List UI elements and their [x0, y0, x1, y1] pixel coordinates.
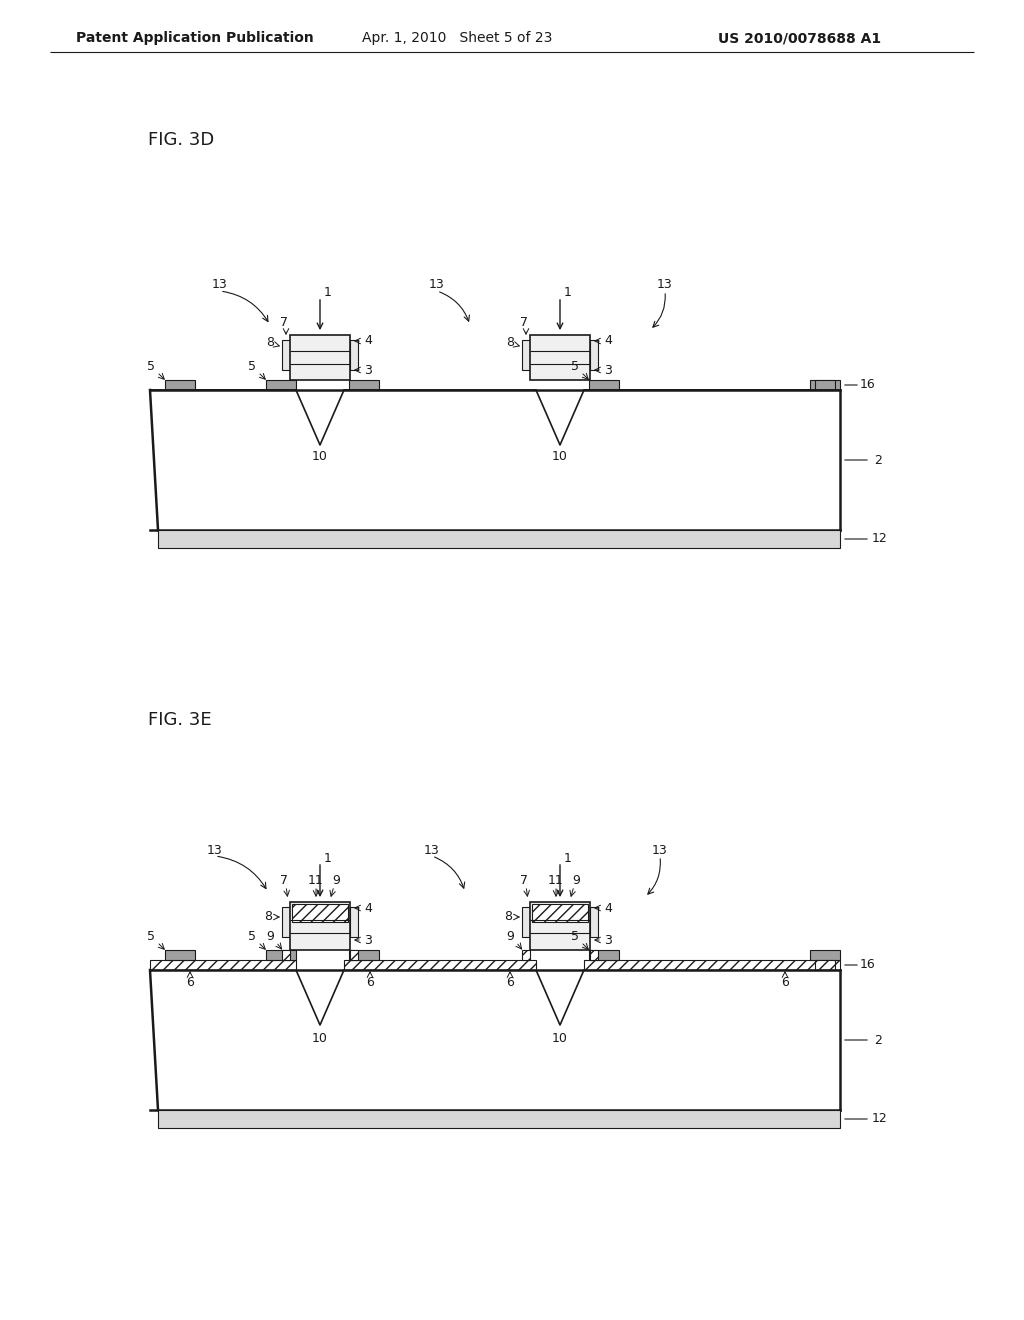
Bar	[589, 950, 618, 960]
Bar	[165, 380, 195, 389]
Text: 5: 5	[248, 929, 256, 942]
Text: FIG. 3E: FIG. 3E	[148, 711, 212, 729]
Text: 6: 6	[186, 975, 194, 989]
Text: 4: 4	[604, 334, 612, 347]
Text: 2: 2	[874, 454, 882, 466]
Text: 6: 6	[366, 975, 374, 989]
Bar	[290, 335, 350, 380]
Text: 13: 13	[657, 279, 673, 292]
Text: 11: 11	[548, 874, 564, 887]
Text: 16: 16	[860, 958, 876, 972]
Text: 10: 10	[552, 1032, 568, 1045]
Bar	[522, 341, 530, 370]
Text: 8: 8	[506, 337, 514, 350]
Bar	[810, 380, 840, 389]
Text: 4: 4	[365, 902, 372, 915]
Text: 12: 12	[872, 1113, 888, 1126]
Bar	[165, 950, 195, 960]
Text: 1: 1	[564, 286, 572, 300]
Text: 1: 1	[324, 286, 332, 300]
Text: 5: 5	[248, 359, 256, 372]
Text: 4: 4	[365, 334, 372, 347]
Text: Apr. 1, 2010   Sheet 5 of 23: Apr. 1, 2010 Sheet 5 of 23	[361, 30, 552, 45]
Text: 2: 2	[874, 1034, 882, 1047]
Bar	[344, 960, 536, 970]
Bar	[815, 960, 835, 970]
Text: Patent Application Publication: Patent Application Publication	[76, 30, 314, 45]
Text: 7: 7	[520, 874, 528, 887]
Text: 8: 8	[504, 911, 512, 924]
Bar	[282, 907, 290, 937]
Bar	[158, 531, 840, 548]
Text: 13: 13	[652, 843, 668, 857]
Bar	[810, 950, 840, 960]
Text: 12: 12	[872, 532, 888, 545]
Text: US 2010/0078688 A1: US 2010/0078688 A1	[719, 30, 882, 45]
Text: 5: 5	[147, 929, 155, 942]
Bar	[292, 904, 348, 923]
Text: 3: 3	[365, 933, 372, 946]
Bar	[290, 902, 350, 950]
Text: 7: 7	[520, 317, 528, 330]
Text: 8: 8	[266, 337, 274, 350]
Bar	[590, 341, 598, 370]
Text: 9: 9	[506, 929, 514, 942]
Bar	[350, 907, 358, 937]
Text: 8: 8	[264, 911, 272, 924]
Bar	[590, 907, 598, 937]
Text: 13: 13	[424, 843, 440, 857]
Text: 5: 5	[571, 359, 579, 372]
Text: 13: 13	[212, 279, 228, 292]
Bar	[350, 950, 358, 960]
Text: 10: 10	[552, 450, 568, 463]
Bar	[530, 902, 590, 950]
Text: 10: 10	[312, 1032, 328, 1045]
Bar	[584, 960, 840, 970]
Text: 3: 3	[365, 363, 372, 376]
Text: 13: 13	[207, 843, 223, 857]
Text: 1: 1	[324, 851, 332, 865]
Text: 5: 5	[147, 359, 155, 372]
Text: 6: 6	[781, 975, 788, 989]
Text: FIG. 3D: FIG. 3D	[148, 131, 214, 149]
Bar	[349, 380, 379, 389]
Bar	[815, 380, 835, 389]
Bar	[590, 950, 598, 960]
Text: 11: 11	[308, 874, 324, 887]
Text: 7: 7	[280, 317, 288, 330]
Bar	[522, 907, 530, 937]
Text: 16: 16	[860, 379, 876, 392]
Bar	[349, 950, 379, 960]
Bar	[282, 341, 290, 370]
Text: 4: 4	[604, 902, 612, 915]
Bar	[158, 1110, 840, 1129]
Bar	[532, 904, 588, 923]
Text: 3: 3	[604, 363, 612, 376]
Bar	[282, 950, 290, 960]
Text: 9: 9	[572, 874, 580, 887]
Bar	[350, 341, 358, 370]
Bar	[522, 950, 530, 960]
Text: 9: 9	[266, 929, 274, 942]
Bar	[266, 380, 296, 389]
Text: 9: 9	[332, 874, 340, 887]
Text: 10: 10	[312, 450, 328, 463]
Text: 3: 3	[604, 933, 612, 946]
Bar	[150, 960, 296, 970]
Bar	[589, 380, 618, 389]
Text: 1: 1	[564, 851, 572, 865]
Bar	[530, 335, 590, 380]
Text: 7: 7	[280, 874, 288, 887]
Bar	[266, 950, 296, 960]
Text: 5: 5	[571, 929, 579, 942]
Text: 13: 13	[429, 279, 444, 292]
Text: 6: 6	[506, 975, 514, 989]
